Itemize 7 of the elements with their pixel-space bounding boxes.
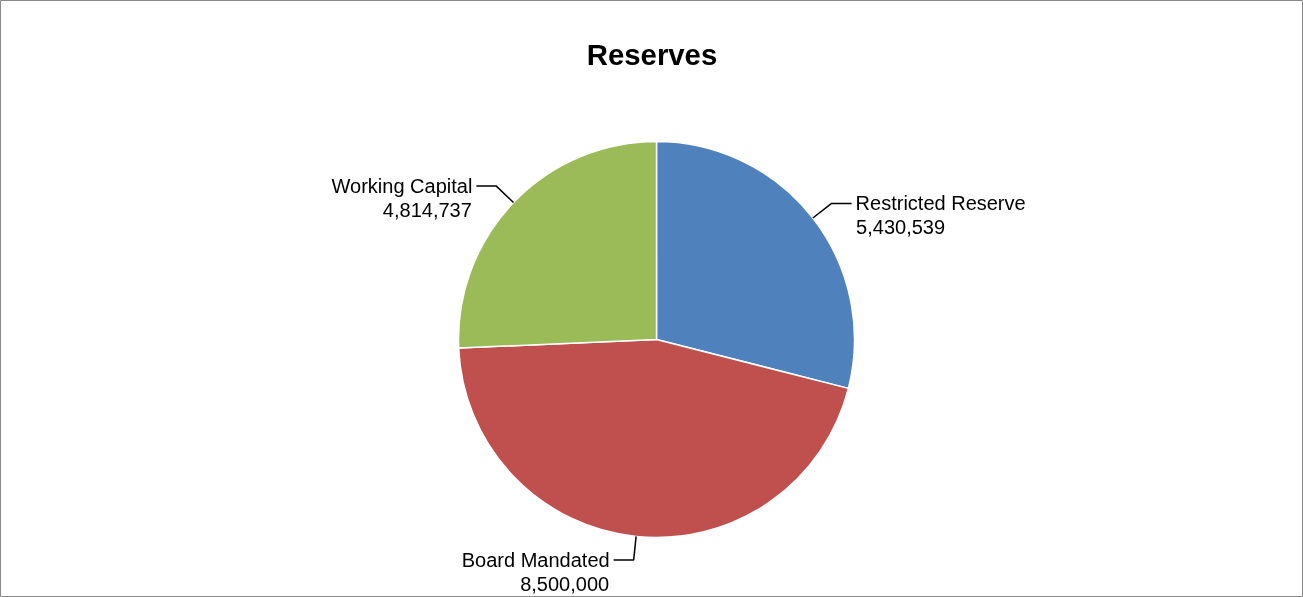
slice-label: Restricted Reserve bbox=[855, 192, 1026, 215]
slice-label: Board Mandated bbox=[461, 549, 610, 572]
slice-label: Working Capital bbox=[331, 175, 473, 198]
data-label: 4,814,737 bbox=[382, 199, 472, 222]
chart-title: Reserves bbox=[586, 38, 718, 71]
data-label: 8,500,000 bbox=[520, 573, 610, 596]
data-label: 5,430,539 bbox=[856, 216, 946, 239]
